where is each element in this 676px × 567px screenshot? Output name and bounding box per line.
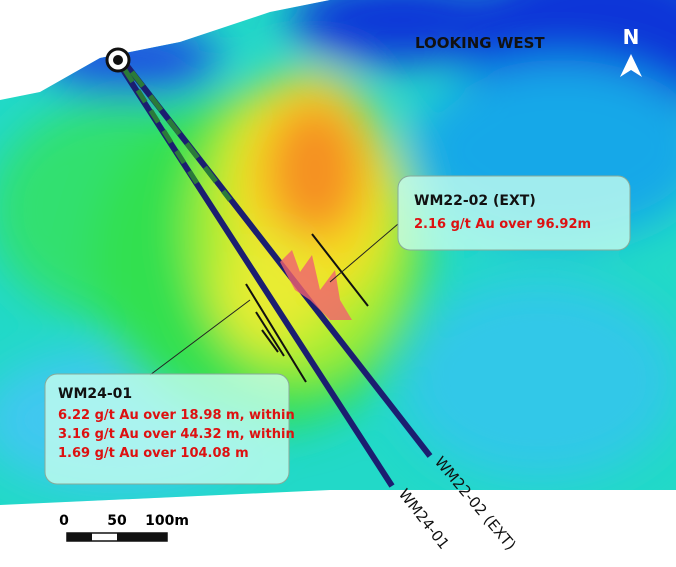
north-label: N xyxy=(623,25,640,49)
north-arrow: N xyxy=(620,25,642,77)
scale-label: 100m xyxy=(145,513,189,529)
drill-traces xyxy=(115,60,433,488)
scale-label: 50 xyxy=(107,513,127,529)
callout-title: WM24-01 xyxy=(58,386,132,402)
callout-line: 3.16 g/t Au over 44.32 m, within xyxy=(58,427,295,442)
scale-label: 0 xyxy=(59,513,69,529)
callout-box xyxy=(397,175,631,251)
view-label: LOOKING WEST xyxy=(415,34,545,52)
callout-line: 1.69 g/t Au over 104.08 m xyxy=(58,446,249,461)
drill-hole-label: WM24-01 xyxy=(395,485,453,552)
callout-box xyxy=(44,373,290,485)
callout-line: 6.22 g/t Au over 18.98 m, within xyxy=(58,408,295,423)
scale-bar: 0 50 100m xyxy=(59,513,189,542)
callout-title: WM22-02 (EXT) xyxy=(414,193,536,209)
collar xyxy=(105,47,131,73)
callout-line: 2.16 g/t Au over 96.92m xyxy=(414,217,591,232)
